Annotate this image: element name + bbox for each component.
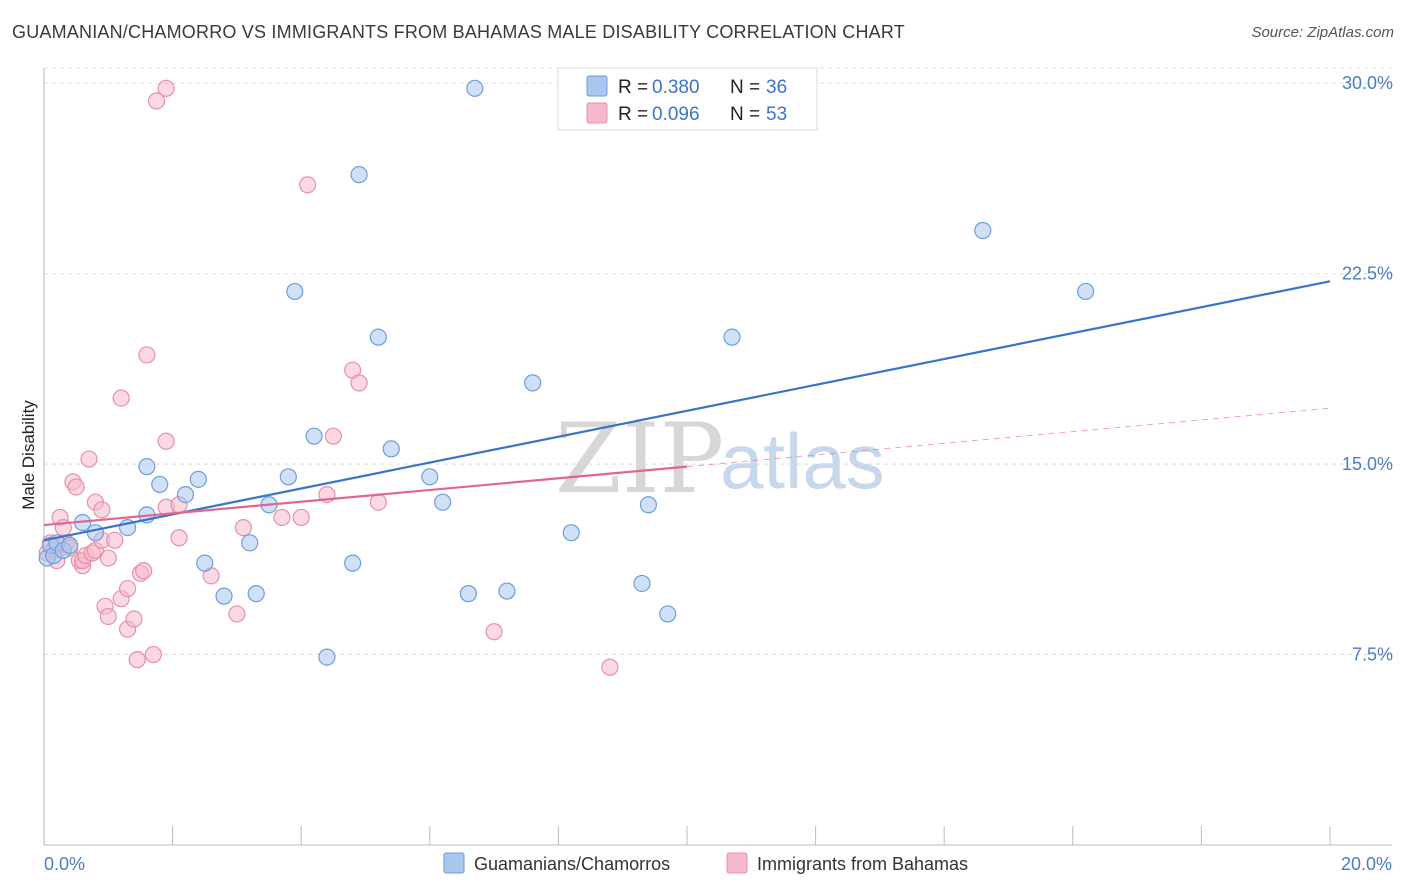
data-point-bahamas	[170, 529, 188, 547]
y-axis-label: Male Disability	[19, 400, 38, 510]
data-point-guamanian	[286, 282, 304, 301]
series-legend-label-guamanian: Guamanians/Chamorros	[474, 854, 670, 874]
data-point-guamanian	[61, 536, 79, 554]
data-point-bahamas	[157, 79, 175, 97]
legend-n-value-1: 36	[766, 77, 787, 98]
x-ticks	[172, 826, 1331, 845]
data-point-guamanian	[241, 534, 259, 552]
x-tick-label-min: 0.0%	[44, 854, 85, 874]
legend-n-value-2: 53	[766, 104, 787, 125]
data-point-bahamas	[273, 508, 291, 527]
data-point-bahamas	[99, 549, 117, 567]
series-bahamas-points	[38, 79, 619, 676]
data-point-guamanian	[176, 485, 195, 504]
data-point-bahamas	[292, 508, 310, 527]
data-point-bahamas	[324, 427, 342, 445]
legend-n-label-1: N =	[730, 77, 760, 98]
data-point-guamanian	[279, 468, 297, 486]
series-guamanian-points	[38, 79, 1095, 666]
correlation-legend: R = 0.380 N = 36 R = 0.096 N = 53	[557, 67, 818, 131]
data-point-guamanian	[318, 648, 336, 666]
data-point-guamanian	[659, 605, 677, 623]
trend-line-bahamas-extension	[686, 407, 1331, 468]
data-point-guamanian	[247, 585, 265, 603]
y-tick-label: 22.5%	[1342, 264, 1393, 284]
data-point-bahamas	[112, 389, 130, 407]
data-point-guamanian	[633, 574, 651, 593]
source-label: Source: ZipAtlas.com	[1251, 24, 1394, 41]
data-point-guamanian	[215, 587, 233, 605]
data-point-bahamas	[93, 501, 111, 519]
legend-r-label-2: R =	[618, 104, 648, 125]
data-point-bahamas	[369, 493, 387, 511]
series-legend-swatch-pink	[726, 852, 748, 874]
data-point-guamanian	[382, 440, 400, 458]
data-point-bahamas	[299, 176, 317, 194]
data-point-guamanian	[974, 221, 992, 240]
y-tick-label: 15.0%	[1342, 454, 1393, 474]
data-point-bahamas	[350, 374, 368, 392]
legend-r-value-1: 0.380	[652, 77, 700, 98]
data-point-guamanian	[421, 468, 439, 486]
data-point-bahamas	[67, 478, 85, 496]
legend-n-label-2: N =	[730, 104, 760, 125]
data-point-guamanian	[562, 524, 580, 542]
chart-title: GUAMANIAN/CHAMORRO VS IMMIGRANTS FROM BA…	[12, 22, 905, 42]
legend-r-value-2: 0.096	[652, 104, 700, 125]
grid-lines	[44, 67, 1392, 656]
series-legend: Guamanians/Chamorros Immigrants from Bah…	[443, 852, 968, 874]
y-tick-labels: 7.5% 15.0% 22.5% 30.0%	[1342, 73, 1393, 664]
data-point-guamanian	[524, 374, 542, 392]
data-point-bahamas	[147, 92, 166, 110]
trend-line-bahamas	[43, 465, 688, 527]
trend-line-guamanian	[43, 280, 1331, 542]
data-point-guamanian	[151, 475, 169, 494]
data-point-bahamas	[118, 579, 137, 598]
data-point-guamanian	[459, 585, 477, 603]
data-point-guamanian	[369, 328, 387, 346]
axes	[43, 68, 1392, 846]
data-point-bahamas	[234, 518, 252, 537]
legend-swatch-blue	[586, 75, 608, 97]
data-point-guamanian	[344, 554, 362, 572]
data-point-bahamas	[601, 658, 619, 676]
series-legend-label-bahamas: Immigrants from Bahamas	[757, 854, 968, 874]
data-point-bahamas	[138, 346, 156, 364]
data-point-guamanian	[639, 496, 658, 514]
data-point-bahamas	[80, 450, 98, 468]
trend-lines	[43, 280, 1331, 542]
y-tick-label: 7.5%	[1352, 645, 1393, 665]
data-point-bahamas	[99, 607, 117, 626]
data-point-bahamas	[157, 432, 175, 450]
data-point-bahamas	[228, 605, 246, 623]
data-point-guamanian	[1077, 282, 1095, 301]
x-tick-label-max: 20.0%	[1341, 854, 1392, 874]
data-point-guamanian	[498, 582, 516, 600]
data-point-guamanian	[466, 79, 484, 97]
y-tick-label: 30.0%	[1342, 73, 1393, 93]
legend-r-label-1: R =	[618, 77, 648, 98]
data-point-guamanian	[86, 524, 105, 542]
data-point-guamanian	[138, 458, 156, 476]
data-point-guamanian	[189, 470, 207, 488]
data-point-bahamas	[128, 651, 146, 669]
data-point-bahamas	[135, 562, 153, 580]
data-point-bahamas	[144, 645, 162, 664]
data-point-bahamas	[106, 531, 124, 549]
data-point-guamanian	[434, 493, 452, 511]
data-point-guamanian	[305, 427, 323, 445]
data-point-bahamas	[485, 623, 503, 641]
data-point-guamanian	[196, 554, 214, 572]
data-point-bahamas	[125, 610, 143, 628]
series-legend-swatch-blue	[443, 852, 465, 874]
legend-swatch-pink	[586, 102, 608, 124]
data-point-guamanian	[350, 166, 368, 184]
watermark-zip: ZIP	[555, 403, 724, 515]
watermark: ZIP atlas	[555, 403, 885, 515]
data-point-guamanian	[723, 328, 741, 346]
